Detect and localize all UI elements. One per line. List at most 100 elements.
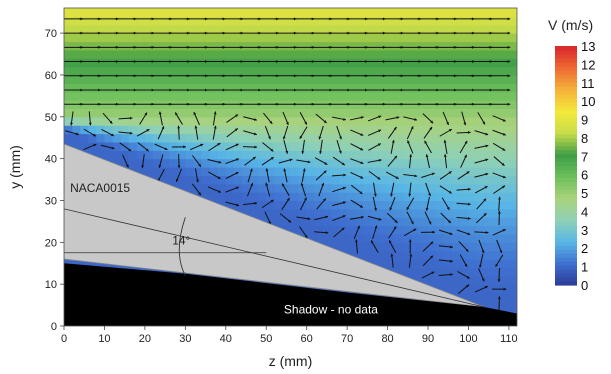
heatmap-cell	[185, 58, 195, 68]
heatmap-cell	[266, 49, 275, 59]
vector-arrow-head	[338, 150, 342, 154]
colorbar-segment	[555, 105, 577, 111]
heatmap-cell	[460, 275, 470, 285]
vector-arrow-head	[374, 207, 377, 211]
vector-arrow-head	[158, 111, 162, 115]
vector-arrow-head	[341, 227, 345, 231]
heatmap-cell	[476, 41, 486, 51]
heatmap-cell	[436, 259, 445, 269]
vector-arrow-head	[425, 154, 429, 158]
colorbar-tick-label: 3	[581, 223, 588, 238]
vector-arrow-head	[360, 175, 364, 179]
heatmap-cell	[339, 33, 348, 43]
heatmap-cell	[363, 192, 372, 202]
heatmap-cell	[419, 250, 429, 260]
heatmap-cell	[444, 141, 453, 151]
heatmap-cell	[225, 200, 235, 210]
heatmap-cell	[419, 267, 429, 277]
heatmap-cell	[492, 233, 502, 243]
heatmap-cell	[379, 175, 389, 185]
heatmap-cell	[225, 167, 235, 176]
heatmap-cell	[508, 267, 517, 277]
heatmap-cell	[258, 83, 267, 93]
heatmap-cell	[460, 58, 470, 68]
heatmap-cell	[387, 259, 397, 269]
heatmap-cell	[233, 116, 243, 126]
heatmap-cell	[419, 66, 429, 76]
heatmap-cell	[403, 8, 413, 17]
heatmap-cell	[314, 16, 324, 26]
heatmap-cell	[193, 41, 203, 51]
heatmap-cell	[250, 41, 259, 51]
heatmap-cell	[128, 150, 138, 160]
heatmap-cell	[339, 208, 348, 218]
vector-arrow-head	[357, 225, 360, 229]
heatmap-cell	[136, 125, 146, 135]
heatmap-cell	[322, 192, 332, 202]
heatmap-cell	[419, 8, 429, 17]
heatmap-cell	[363, 167, 372, 176]
heatmap-cell	[120, 66, 130, 76]
heatmap-cell	[209, 192, 219, 202]
heatmap-cell	[128, 83, 138, 93]
heatmap-cell	[250, 133, 259, 143]
heatmap-cell	[460, 108, 470, 118]
heatmap-cell	[452, 275, 461, 285]
heatmap-cell	[444, 175, 453, 185]
heatmap-cell	[484, 242, 494, 252]
heatmap-cell	[371, 8, 381, 17]
heatmap-cell	[500, 183, 510, 193]
heatmap-cell	[444, 133, 453, 143]
vector-arrow-head	[450, 273, 453, 277]
vector-arrow-head	[217, 143, 221, 146]
heatmap-cell	[96, 133, 106, 143]
heatmap-cell	[428, 125, 437, 135]
heatmap-cell	[403, 116, 413, 126]
heatmap-cell	[492, 83, 502, 93]
heatmap-cell	[250, 83, 259, 93]
vector-arrow-head	[498, 196, 501, 200]
heatmap-cell	[144, 33, 154, 43]
heatmap-cell	[355, 41, 364, 51]
heatmap-cell	[209, 41, 219, 51]
heatmap-cell	[492, 217, 502, 227]
heatmap-cell	[395, 200, 405, 210]
heatmap-cell	[169, 125, 178, 135]
heatmap-cell	[371, 158, 381, 168]
heatmap-cell	[217, 8, 227, 17]
heatmap-cell	[322, 74, 332, 84]
heatmap-cell	[484, 267, 494, 277]
heatmap-cell	[411, 259, 421, 269]
heatmap-cell	[88, 133, 97, 143]
heatmap-cell	[484, 167, 494, 176]
vector-arrow-head	[324, 162, 328, 165]
heatmap-cell	[282, 33, 292, 43]
heatmap-cell	[476, 24, 486, 34]
heatmap-cell	[161, 133, 170, 143]
vector-arrow-head	[129, 131, 133, 135]
vector-arrow-head	[270, 148, 274, 152]
vector-arrow-head	[448, 171, 452, 175]
heatmap-cell	[492, 91, 502, 101]
heatmap-cell	[492, 58, 502, 68]
heatmap-cell	[298, 16, 308, 26]
heatmap-cell	[314, 167, 324, 176]
heatmap-cell	[88, 66, 97, 76]
vector-arrow-head	[390, 253, 394, 257]
heatmap-cell	[492, 16, 502, 26]
heatmap-cell	[80, 24, 89, 34]
heatmap-cell	[347, 8, 356, 17]
heatmap-cell	[322, 125, 332, 135]
heatmap-cell	[476, 16, 486, 26]
heatmap-cell	[152, 141, 162, 151]
heatmap-cell	[403, 175, 413, 185]
heatmap-cell	[112, 16, 122, 26]
heatmap-cell	[395, 225, 405, 235]
heatmap-cell	[387, 233, 397, 243]
vector-arrow-head	[507, 102, 511, 106]
heatmap-cell	[330, 74, 340, 84]
heatmap-cell	[339, 24, 348, 34]
heatmap-cell	[419, 16, 429, 26]
vector-arrow-head	[483, 213, 487, 217]
vector-arrow-head	[177, 165, 181, 169]
